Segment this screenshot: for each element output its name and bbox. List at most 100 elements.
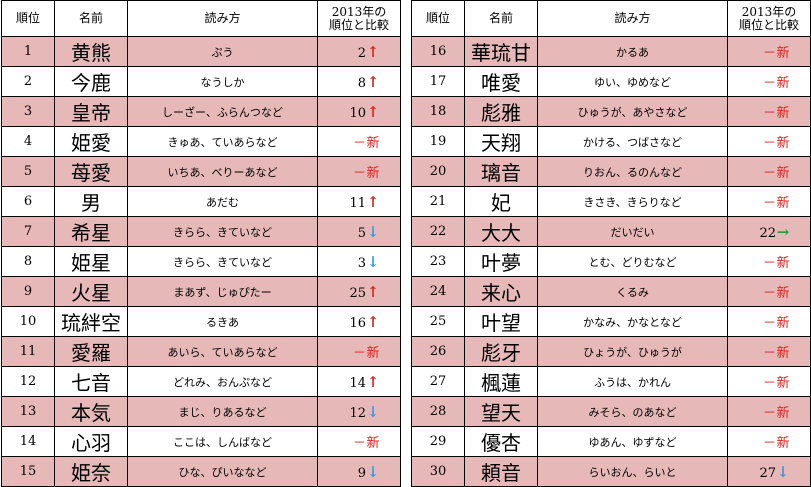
table-row: 13 本気 まじ、りあるなど 12↓ (1, 396, 401, 427)
name-cell: 愛羅 (54, 336, 128, 367)
name-cell: 七音 (54, 366, 128, 397)
reading-cell: まじ、りあるなど (127, 396, 318, 427)
table-row: 8 姫星 きらら、きていなど 3↓ (1, 246, 401, 277)
rank-cell: 28 (411, 396, 465, 427)
table-row: 17 唯愛 ゆい、ゆめなど －新 (411, 66, 811, 97)
trend-up-icon: ↑ (366, 282, 380, 301)
previous-rank: 3 (357, 255, 366, 271)
reading-cell: ひゅうが、あやさなど (537, 96, 728, 127)
reading-cell: らいおん、らいと (537, 456, 728, 487)
table-row: 6 男あだむ 11↑ (1, 186, 401, 217)
trend-down-icon: ↓ (366, 222, 380, 241)
header-compare-line1: 2013年の (331, 4, 387, 19)
reading-cell: ひな、ぴいななど (127, 456, 318, 487)
trend-up-icon: ↑ (366, 72, 380, 91)
rank-cell: 17 (411, 66, 465, 97)
previous-rank: 27 (759, 465, 776, 481)
previous-rank: － (762, 286, 776, 301)
new-entry-marker: 新 (776, 136, 790, 151)
previous-rank: － (762, 256, 776, 271)
name-cell: 頼音 (464, 456, 538, 487)
name-cell: 優杏 (464, 426, 538, 457)
reading-cell: しーざー、ふらんつなど (127, 96, 318, 127)
previous-rank: － (762, 376, 776, 391)
previous-rank: 10 (349, 105, 366, 121)
reading-cell: きらら、きていなど (127, 216, 318, 247)
comparison-cell: －新 (317, 426, 401, 457)
name-cell: 男 (54, 186, 128, 217)
new-entry-marker: 新 (776, 346, 790, 361)
header-compare-line2: 順位と比較 (738, 17, 799, 32)
name-cell: 心羽 (54, 426, 128, 457)
name-cell: 望天 (464, 396, 538, 427)
table-row: 22 大大 だいだい 22→ (411, 216, 811, 247)
previous-rank: 2 (357, 45, 366, 61)
rank-cell: 15 (1, 456, 55, 487)
new-entry-marker: 新 (776, 106, 790, 121)
rank-cell: 23 (411, 246, 465, 277)
comparison-cell: －新 (727, 156, 811, 187)
header-rank: 順位 (1, 0, 55, 37)
rank-cell: 30 (411, 456, 465, 487)
table-row: 28 望天 みそら、のあなど －新 (411, 396, 811, 427)
table-row: 19 天翔 かける、つばさなど －新 (411, 126, 811, 157)
header-compare: 2013年の 順位と比較 (727, 0, 811, 37)
new-entry-marker: 新 (366, 136, 380, 151)
comparison-cell: －新 (727, 36, 811, 67)
comparison-cell: －新 (727, 306, 811, 337)
trend-up-icon: ↑ (366, 312, 380, 331)
reading-cell: どれみ、おんぷなど (127, 366, 318, 397)
previous-rank: － (352, 166, 366, 181)
table-row: 5 苺愛 いちあ、べりーあなど －新 (1, 156, 401, 187)
header-name: 名前 (464, 0, 538, 37)
header-name: 名前 (54, 0, 128, 37)
name-cell: 火星 (54, 276, 128, 307)
comparison-cell: －新 (317, 126, 401, 157)
table-row: 7 希星 きらら、きていなど 5↓ (1, 216, 401, 247)
comparison-cell: 5↓ (317, 216, 401, 247)
rank-cell: 19 (411, 126, 465, 157)
new-entry-marker: 新 (776, 196, 790, 211)
rank-cell: 7 (1, 216, 55, 247)
name-cell: 姫愛 (54, 126, 128, 157)
reading-cell: ゆあん、ゆずなど (537, 426, 728, 457)
table-row: 12 七音 どれみ、おんぷなど 14↑ (1, 366, 401, 397)
new-entry-marker: 新 (776, 256, 790, 271)
name-cell: 唯愛 (464, 66, 538, 97)
rank-cell: 14 (1, 426, 55, 457)
name-cell: 天翔 (464, 126, 538, 157)
rank-cell: 26 (411, 336, 465, 367)
reading-cell: ぷう (127, 36, 318, 67)
rank-cell: 24 (411, 276, 465, 307)
new-entry-marker: 新 (366, 166, 380, 181)
reading-cell: とむ、どりむなど (537, 246, 728, 277)
comparison-cell: －新 (727, 246, 811, 277)
comparison-cell: －新 (727, 186, 811, 217)
comparison-cell: －新 (727, 96, 811, 127)
trend-up-icon: ↑ (366, 42, 380, 61)
comparison-cell: 22→ (727, 216, 811, 247)
rank-cell: 13 (1, 396, 55, 427)
reading-cell: あいら、ていあらなど (127, 336, 318, 367)
name-cell: 彪牙 (464, 336, 538, 367)
reading-cell: なうしか (127, 66, 318, 97)
previous-rank: 12 (349, 405, 366, 421)
name-cell: 叶望 (464, 306, 538, 337)
header-rank: 順位 (411, 0, 465, 37)
rank-cell: 21 (411, 186, 465, 217)
ranking-table-right-body: 順位 名前 読み方 2013年の 順位と比較 16 華琉甘 かるあ －新 17 唯愛 ゆい、… (411, 0, 811, 487)
comparison-cell: －新 (317, 156, 401, 187)
reading-cell: ここは、しんばなど (127, 426, 318, 457)
new-entry-marker: 新 (776, 436, 790, 451)
rank-cell: 18 (411, 96, 465, 127)
new-entry-marker: 新 (366, 436, 380, 451)
rank-cell: 5 (1, 156, 55, 187)
ranking-table-left: 順位 名前 読み方 2013年の 順位と比較 1 黄熊 ぷう 2↑ 2 今鹿 なうしか 8↑ 3… (1, 0, 401, 487)
reading-cell: くるみ (537, 276, 728, 307)
comparison-cell: －新 (727, 126, 811, 157)
comparison-cell: 9↓ (317, 456, 401, 487)
rank-cell: 4 (1, 126, 55, 157)
previous-rank: － (762, 316, 776, 331)
name-cell: 希星 (54, 216, 128, 247)
name-cell: 皇帝 (54, 96, 128, 127)
